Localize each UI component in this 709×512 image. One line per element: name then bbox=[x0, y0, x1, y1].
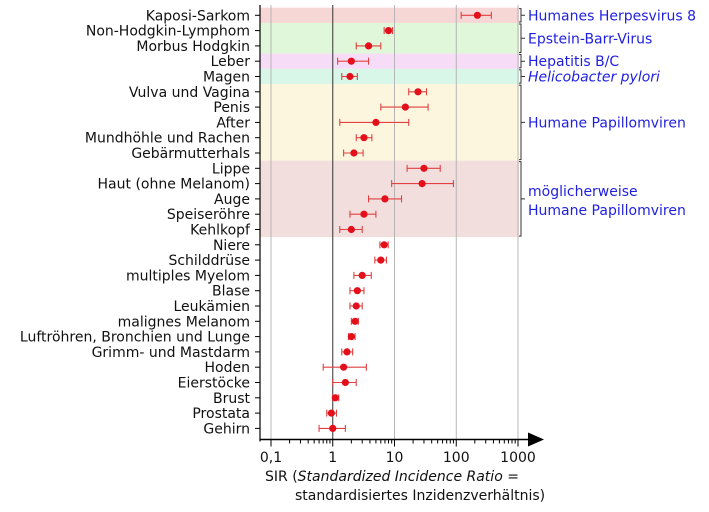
data-point bbox=[364, 42, 373, 50]
data-point bbox=[331, 394, 339, 402]
data-point bbox=[329, 424, 337, 432]
data-point bbox=[380, 241, 388, 249]
data-point bbox=[327, 409, 335, 417]
row-label: Vulva und Vagina bbox=[129, 85, 250, 101]
row-label: Auge bbox=[214, 192, 250, 208]
data-point bbox=[358, 271, 366, 279]
group-label-line2: Humane Papillomviren bbox=[528, 203, 686, 219]
row-label: Penis bbox=[213, 100, 250, 116]
data-point bbox=[420, 164, 428, 172]
row-label: Leber bbox=[211, 54, 251, 70]
data-point bbox=[381, 195, 389, 203]
row-label: After bbox=[216, 115, 250, 131]
row-label: Magen bbox=[203, 70, 250, 86]
data-point bbox=[350, 149, 358, 157]
data-point bbox=[340, 363, 348, 371]
group-band-3 bbox=[260, 68, 519, 85]
group-band-2 bbox=[260, 53, 519, 69]
row-label: Blase bbox=[212, 284, 250, 300]
row-label: Speiseröhre bbox=[167, 207, 250, 223]
row-label: Lippe bbox=[212, 161, 250, 177]
x-axis-caption-prefix: SIR ( bbox=[265, 469, 298, 485]
x-axis-caption: SIR (Standardized Incidence Ratio = stan… bbox=[265, 468, 705, 506]
data-point bbox=[360, 210, 368, 218]
group-label: Humanes Herpesvirus 8 bbox=[528, 8, 696, 24]
group-bracket bbox=[519, 23, 525, 54]
data-point bbox=[384, 27, 393, 35]
x-axis-caption-suffix: = bbox=[502, 469, 519, 485]
data-point bbox=[343, 348, 351, 356]
row-label: Prostata bbox=[192, 406, 250, 422]
x-tick-label: 100 bbox=[443, 450, 470, 466]
data-point bbox=[414, 88, 422, 96]
group-label: Helicobacter pylori bbox=[528, 70, 660, 86]
group-label: Hepatitis B/C bbox=[528, 54, 619, 70]
row-label: Non-Hodgkin-Lymphom bbox=[86, 24, 250, 40]
row-label: Brust bbox=[213, 391, 251, 407]
data-point bbox=[352, 302, 360, 310]
data-point bbox=[473, 11, 481, 19]
data-point bbox=[347, 225, 355, 234]
row-label: malignes Melanom bbox=[118, 314, 250, 330]
row-label: Luftröhren, Bronchien und Lunge bbox=[20, 330, 250, 346]
row-label: Haut (ohne Melanom) bbox=[98, 177, 250, 193]
row-label: Niere bbox=[213, 238, 250, 254]
row-label: Morbus Hodgkin bbox=[136, 39, 250, 55]
group-bracket bbox=[519, 69, 525, 84]
group-band-0 bbox=[260, 7, 519, 23]
data-point bbox=[360, 134, 368, 142]
group-label: Humane Papillomviren bbox=[528, 115, 686, 131]
x-tick-label: 1 bbox=[328, 450, 337, 466]
group-bracket bbox=[519, 161, 525, 237]
x-axis-caption-line2: standardisiertes Inzidenzverhältnis) bbox=[295, 488, 546, 504]
group-bracket bbox=[519, 54, 525, 69]
x-axis-arrow-icon bbox=[528, 432, 544, 447]
x-tick-label: 10 bbox=[386, 450, 404, 466]
x-axis-caption-line1: SIR (Standardized Incidence Ratio = bbox=[265, 468, 705, 487]
data-point bbox=[347, 333, 355, 341]
row-label: Leukämien bbox=[174, 299, 251, 315]
data-point bbox=[353, 287, 361, 295]
row-label: Gehirn bbox=[203, 421, 250, 437]
row-label: Kehlkopf bbox=[190, 223, 251, 239]
group-label: Epstein-Barr-Virus bbox=[528, 31, 652, 47]
data-point bbox=[401, 103, 409, 111]
data-point bbox=[341, 378, 349, 387]
row-label: Grimm- und Mastdarm bbox=[92, 345, 250, 361]
row-label: Schilddrüse bbox=[168, 253, 250, 269]
data-point bbox=[372, 118, 380, 126]
row-label: Hoden bbox=[205, 360, 250, 376]
group-label: möglicherweise bbox=[528, 184, 638, 200]
data-point bbox=[346, 72, 354, 81]
x-tick-label: 0,1 bbox=[260, 450, 282, 466]
x-tick-label: 1000 bbox=[500, 450, 536, 466]
x-axis-caption-italic: Standardized Incidence Ratio bbox=[297, 469, 503, 485]
group-bracket bbox=[519, 84, 525, 161]
data-point bbox=[418, 180, 426, 188]
data-point bbox=[351, 317, 359, 325]
row-label: Mundhöhle und Rachen bbox=[85, 131, 250, 147]
group-bracket bbox=[519, 8, 525, 23]
data-point bbox=[347, 57, 355, 65]
row-label: Gebärmutterhals bbox=[131, 146, 250, 162]
row-label: Eierstöcke bbox=[178, 376, 250, 392]
data-point bbox=[377, 256, 385, 264]
row-label: multiples Myelom bbox=[126, 268, 250, 284]
row-label: Kaposi-Sarkom bbox=[146, 8, 250, 24]
